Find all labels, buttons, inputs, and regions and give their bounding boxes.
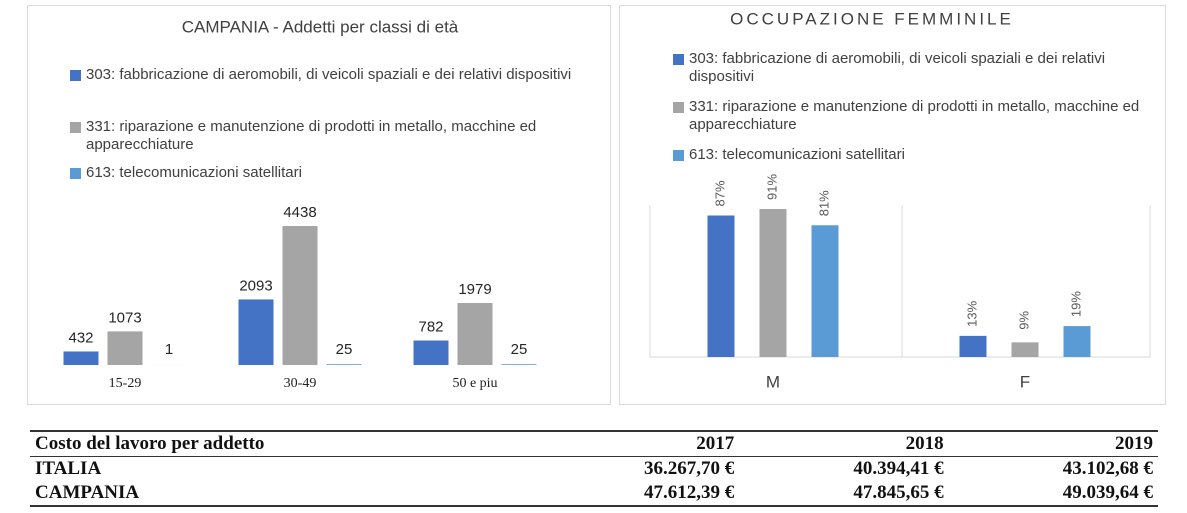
legend-item: 331: riparazione e manutenzione di prodo… <box>70 118 586 154</box>
data-label: 2093 <box>239 277 272 294</box>
bar <box>501 364 537 365</box>
data-label: 91% <box>764 174 779 200</box>
legend-item: 303: fabbricazione di aeromobili, di vei… <box>673 50 1159 86</box>
data-label: 1 <box>165 341 173 358</box>
legend-label: 613: telecomunicazioni satellitari <box>689 146 905 163</box>
table-cell: 49.039,64 € <box>948 481 1158 507</box>
data-label: 1073 <box>108 309 141 326</box>
chart-title: OCCUPAZIONE FEMMINILE <box>730 9 1014 28</box>
bar <box>63 351 99 365</box>
category-label: F <box>1020 372 1030 391</box>
table-cell: 43.102,68 € <box>1062 458 1153 479</box>
table-cell: 2017 <box>529 430 740 457</box>
data-label: 782 <box>418 318 443 335</box>
bar <box>707 215 735 357</box>
bar <box>959 335 987 357</box>
data-label: 25 <box>336 341 353 358</box>
table-cell: 36.267,70 € <box>644 458 735 479</box>
legend-item: 331: riparazione e manutenzione di prodo… <box>673 98 1159 134</box>
table-row: CAMPANIA 47.612,39 €47.845,65 €49.039,64 … <box>30 481 1158 507</box>
bar <box>238 299 274 365</box>
data-label: 25 <box>511 341 528 358</box>
category-label: 50 e piu <box>452 376 497 391</box>
table-cell: 40.394,41 € <box>853 458 944 479</box>
legend-item: 303: fabbricazione di aeromobili, di vei… <box>70 66 586 84</box>
charts: CAMPANIA - Addetti per classi di età 432 2… <box>63 9 1151 391</box>
bar <box>107 331 143 365</box>
table-cell: 47.845,65 € <box>739 481 949 507</box>
bar <box>457 303 493 365</box>
legend-swatch <box>673 150 684 161</box>
table-cell: CAMPANIA <box>30 481 530 507</box>
table-cell: ITALIA <box>35 458 102 479</box>
data-label: 87% <box>712 180 727 206</box>
data-label: 4438 <box>283 204 316 221</box>
table-row: Costo del lavoro per addetto 2017 2018 2019 <box>30 430 1158 457</box>
bar <box>811 225 839 357</box>
data-label: 13% <box>964 300 979 326</box>
category-label: 15-29 <box>109 376 142 391</box>
bar <box>413 340 449 365</box>
legend-label: 303: fabbricazione di aeromobili, di vei… <box>86 66 572 83</box>
bar <box>282 226 318 365</box>
bar <box>326 364 362 365</box>
data-label: 19% <box>1068 291 1083 317</box>
data-label: 9% <box>1016 311 1031 330</box>
data-label: 432 <box>68 329 93 346</box>
legend-item: 613: telecomunicazioni satellitari <box>673 146 1159 164</box>
chart-title: CAMPANIA - Addetti per classi di età <box>182 17 459 36</box>
legend-swatch <box>70 168 81 179</box>
bar <box>759 209 787 357</box>
table-cell: 47.612,39 € <box>529 481 740 507</box>
category-label: M <box>766 372 780 391</box>
cost-table: Costo del lavoro per addetto 2017 2018 2019… <box>30 430 1158 507</box>
data-label: 1979 <box>458 281 491 298</box>
table-cell: 2018 <box>739 430 949 457</box>
legend-swatch <box>70 70 81 81</box>
legend-item: 613: telecomunicazioni satellitari <box>70 164 586 182</box>
legend-swatch <box>70 122 81 133</box>
category-label: 30-49 <box>284 376 317 391</box>
legend-label: 303: fabbricazione di aeromobili, di vei… <box>689 50 1106 85</box>
table-cell: 2019 <box>948 430 1158 457</box>
bar <box>1063 326 1091 357</box>
table-cell: Costo del lavoro per addetto <box>30 430 530 457</box>
legend-swatch <box>673 102 684 113</box>
data-label: 81% <box>816 190 831 216</box>
legend-label: 613: telecomunicazioni satellitari <box>86 164 302 181</box>
chart-frame <box>27 5 611 405</box>
legend-label: 331: riparazione e manutenzione di prodo… <box>689 98 1140 133</box>
table-row: ITALIA 36.267,70 € 40.394,41 € 43.102,68 € <box>30 457 1158 482</box>
legend-swatch <box>673 54 684 65</box>
chart-frame <box>619 5 1166 405</box>
bar <box>1011 342 1039 357</box>
legend-label: 331: riparazione e manutenzione di prodo… <box>86 118 537 153</box>
